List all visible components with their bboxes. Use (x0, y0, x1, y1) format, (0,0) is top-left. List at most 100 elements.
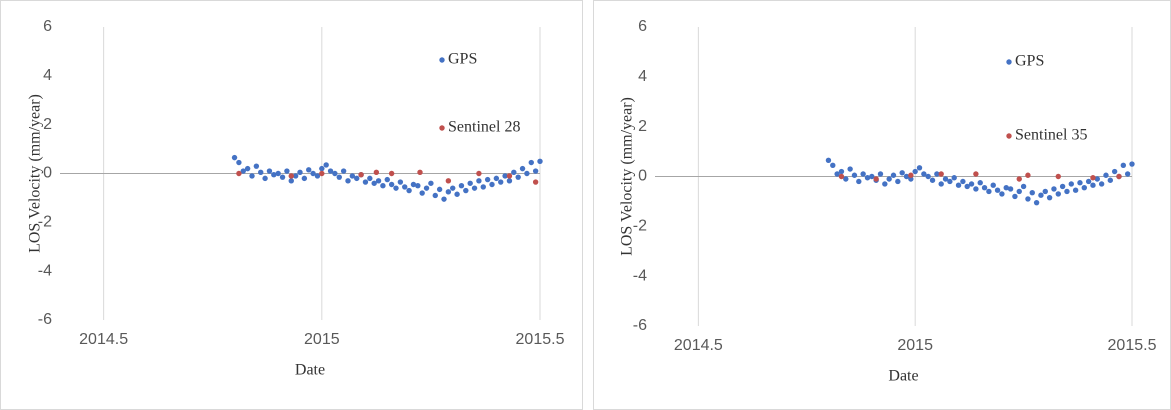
y-tick-label: 6 (43, 18, 52, 35)
y-tick-label: -4 (633, 267, 647, 284)
data-point (999, 191, 1005, 197)
data-point (951, 175, 957, 181)
data-point (284, 168, 290, 174)
data-point (973, 171, 979, 177)
data-point (1077, 180, 1083, 186)
data-point (493, 175, 500, 182)
data-point (402, 184, 408, 190)
data-point (882, 181, 888, 187)
data-point (981, 185, 988, 191)
data-point (1107, 177, 1114, 183)
legend-marker (1006, 133, 1012, 139)
data-point (869, 173, 875, 180)
y-tick-label: -4 (38, 262, 52, 279)
data-point (476, 170, 482, 177)
data-point (1103, 172, 1109, 178)
legend-label: Sentinel 35 (1015, 127, 1087, 144)
data-point (968, 181, 975, 187)
x-tick-label: 2015 (304, 331, 340, 348)
data-point (388, 170, 395, 177)
x-tick-label: 2015 (897, 337, 933, 354)
data-point (458, 183, 465, 189)
data-point (830, 162, 836, 168)
y-axis-title: LOS Velocity (mm/year) (619, 97, 636, 256)
data-point (1120, 162, 1127, 168)
data-point (275, 170, 281, 177)
data-point (244, 165, 251, 172)
data-point (236, 170, 242, 177)
data-point (375, 178, 382, 184)
data-point (410, 181, 417, 188)
data-point (1055, 173, 1061, 180)
data-point (484, 176, 491, 183)
data-point (502, 173, 508, 179)
data-point (297, 169, 303, 175)
data-point (873, 176, 879, 182)
data-point (1025, 172, 1031, 178)
data-point (532, 179, 539, 185)
data-point (532, 168, 539, 174)
data-point (1046, 194, 1053, 201)
data-point (323, 162, 329, 168)
x-axis-title: Date (888, 368, 918, 385)
data-point (986, 188, 992, 195)
data-point (825, 157, 832, 164)
data-point (463, 187, 469, 194)
data-point (506, 173, 513, 179)
data-point (428, 180, 434, 186)
data-point (515, 174, 521, 180)
data-point (310, 170, 316, 177)
data-point (262, 175, 268, 182)
data-point (301, 175, 308, 182)
y-tick-label: 0 (43, 165, 52, 182)
x-tick-label: 2014.5 (674, 337, 723, 354)
data-point (397, 179, 404, 185)
data-point (908, 176, 914, 182)
data-point (258, 169, 264, 175)
data-point (929, 177, 936, 183)
data-point (1059, 183, 1066, 190)
data-point (1090, 182, 1096, 188)
data-point (1094, 176, 1101, 182)
data-point (973, 186, 979, 192)
y-axis-title: LOS Velocity (mm/year) (27, 94, 44, 253)
data-point (1116, 173, 1122, 180)
data-point (1012, 193, 1018, 200)
x-tick-label: 2014.5 (79, 331, 128, 348)
data-point (890, 172, 897, 178)
data-point (467, 180, 473, 186)
data-point (231, 154, 238, 161)
x-tick-label: 2015.5 (516, 331, 565, 348)
data-point (319, 165, 325, 172)
data-point (938, 181, 944, 187)
legend-marker (439, 57, 445, 63)
data-point (925, 173, 931, 180)
data-point (942, 176, 949, 182)
data-point (1064, 188, 1070, 195)
data-point (436, 186, 443, 193)
data-point (1016, 176, 1022, 182)
y-tick-label: 0 (638, 168, 647, 185)
legend-label: Sentinel 28 (448, 119, 520, 136)
data-point (1033, 199, 1040, 206)
data-point (955, 182, 962, 188)
data-point (432, 192, 438, 199)
data-point (528, 159, 534, 166)
data-point (506, 178, 513, 184)
data-point (1124, 171, 1131, 177)
data-point (1098, 181, 1105, 187)
data-point (947, 178, 953, 185)
data-point (916, 165, 923, 171)
data-point (877, 171, 884, 177)
x-axis-title: Date (295, 362, 325, 379)
data-point (306, 167, 312, 173)
data-point (358, 172, 364, 178)
y-tick-label: 4 (638, 68, 647, 85)
data-point (1081, 185, 1088, 191)
data-point (1007, 186, 1014, 192)
data-point (511, 169, 517, 175)
data-point (279, 174, 286, 180)
data-point (362, 179, 369, 185)
data-point (332, 170, 338, 177)
data-point (1085, 178, 1092, 185)
